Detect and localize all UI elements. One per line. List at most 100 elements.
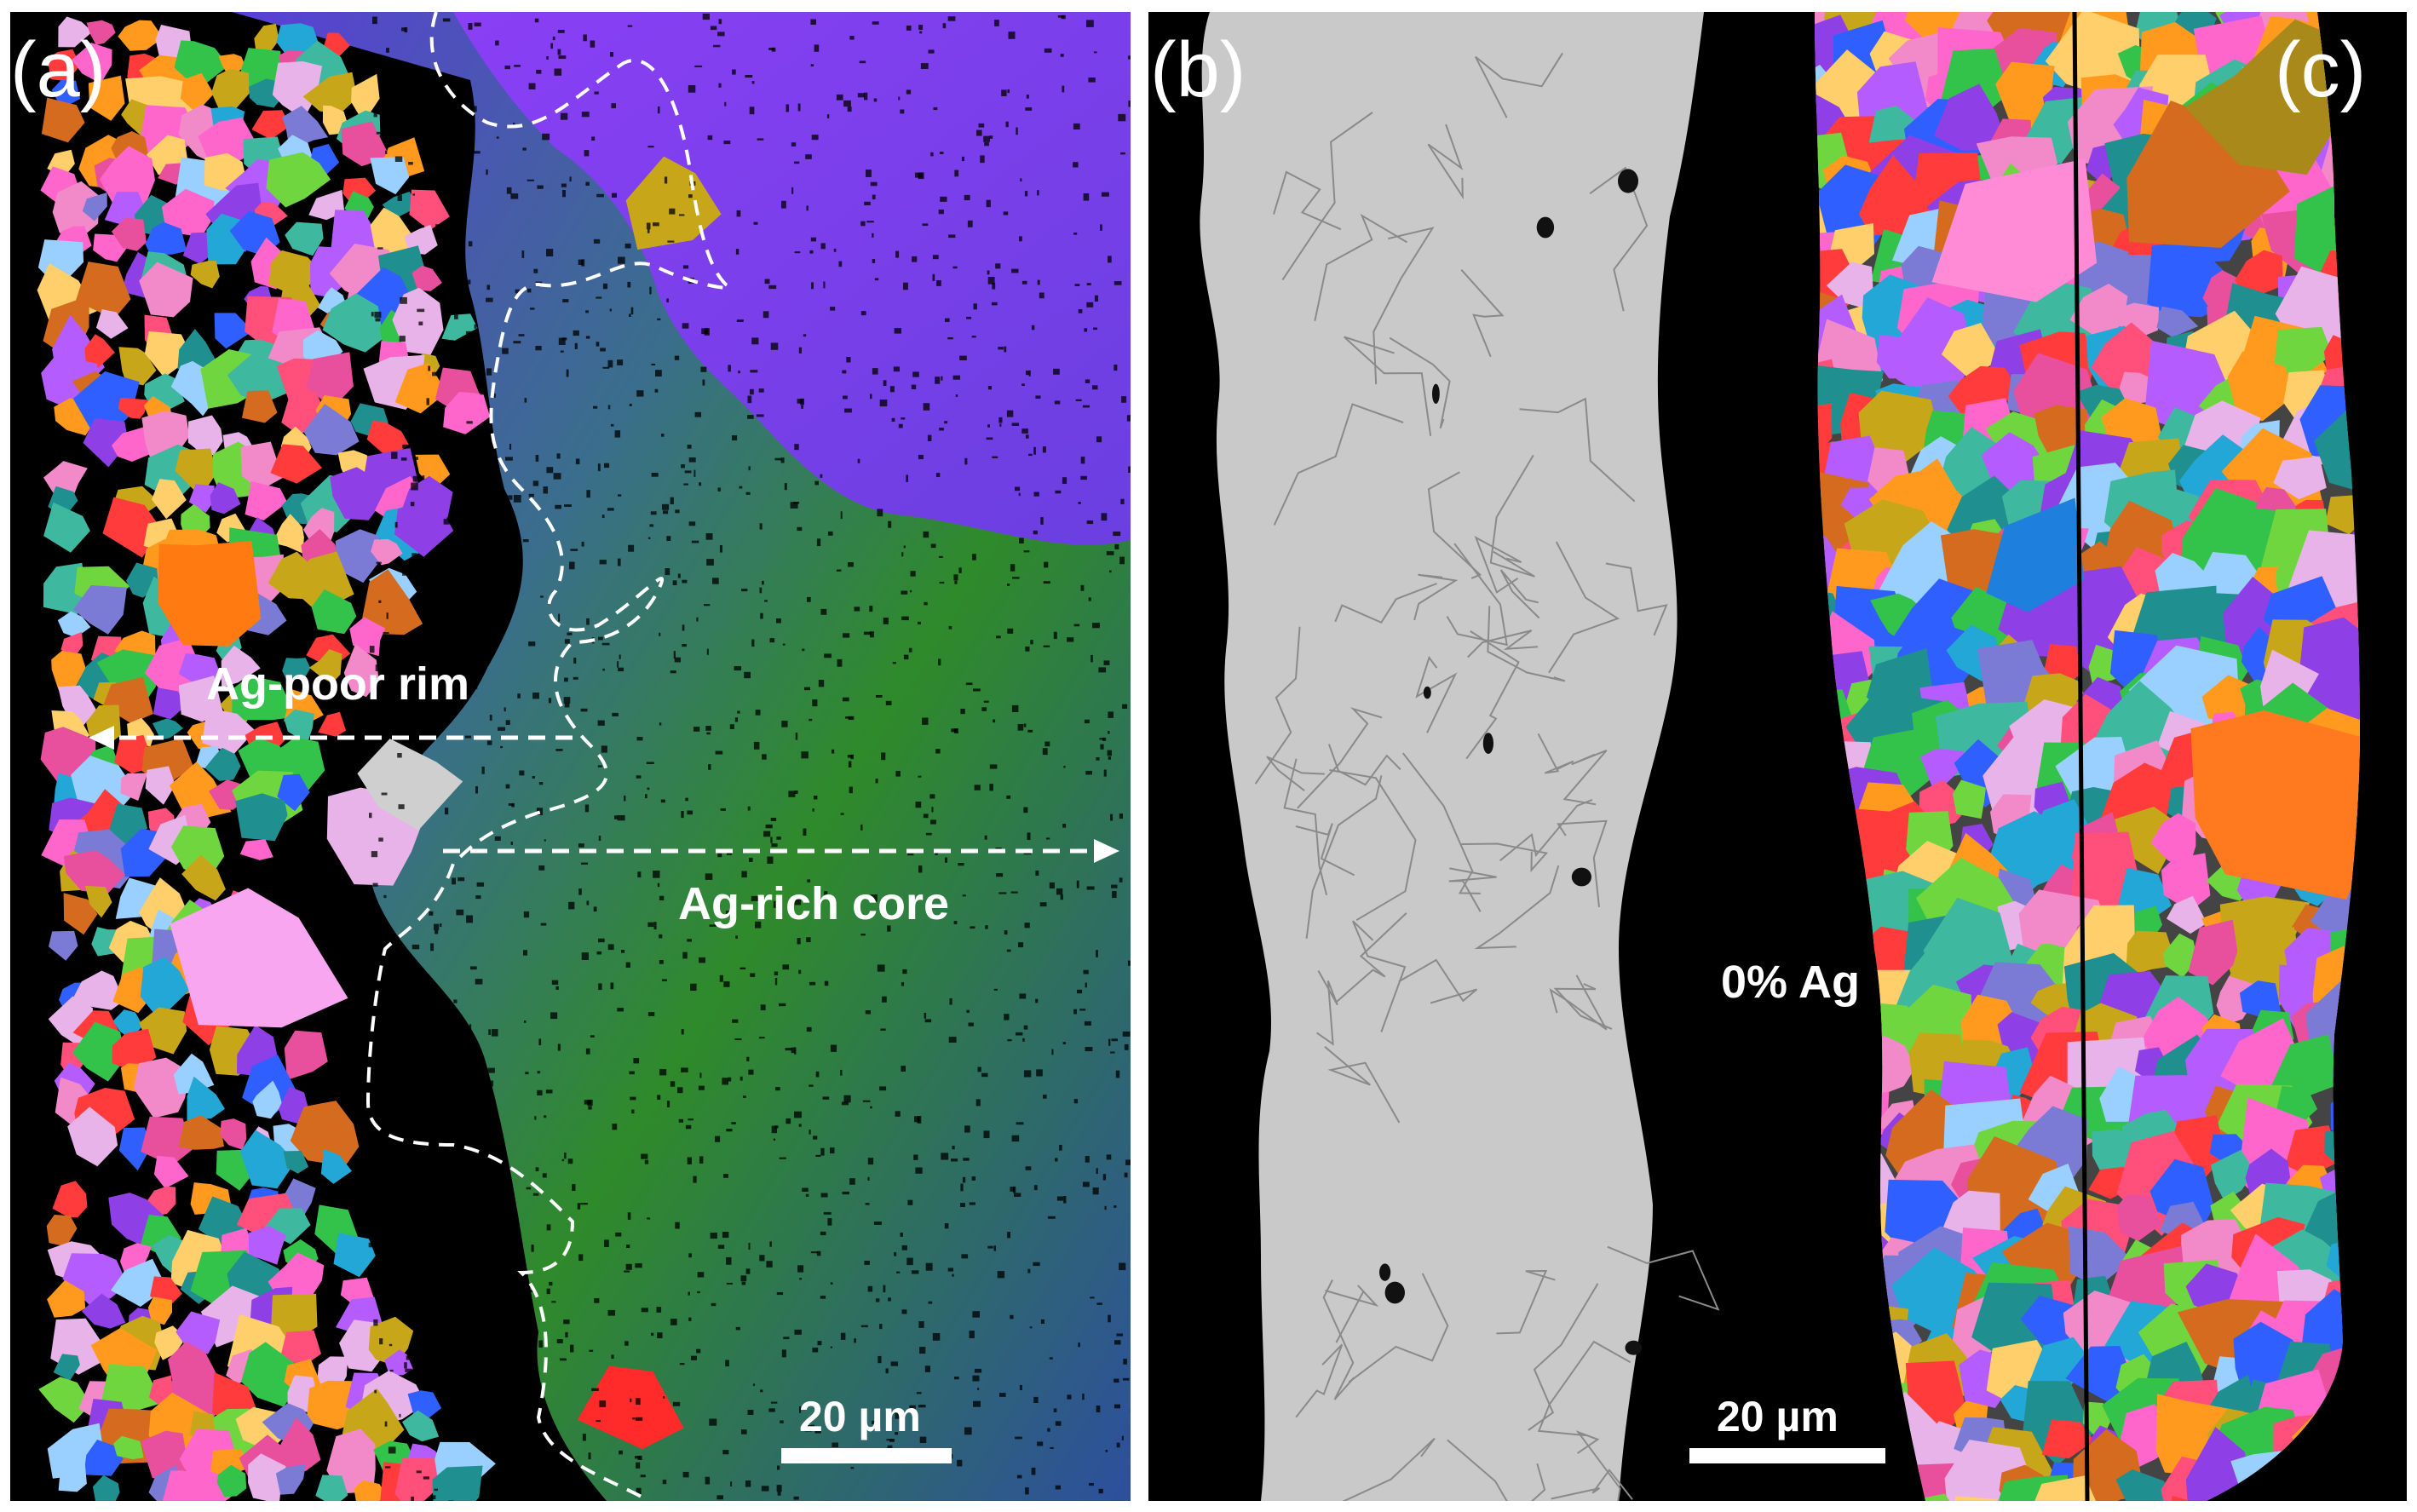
- speckle-dot: [598, 836, 601, 841]
- speckle-dot: [567, 632, 573, 635]
- speckle-dot: [802, 648, 805, 652]
- speckle-dot: [718, 83, 722, 88]
- speckle-dot: [739, 1076, 743, 1081]
- speckle-dot: [408, 162, 413, 165]
- speckle-dot: [372, 16, 377, 25]
- speckle-dot: [830, 307, 836, 311]
- speckle-dot: [570, 1344, 574, 1353]
- speckle-dot: [493, 1369, 500, 1372]
- speckle-dot: [741, 1281, 746, 1285]
- speckle-dot: [374, 311, 382, 318]
- rim-grain: [366, 420, 410, 455]
- speckle-dot: [814, 1430, 821, 1434]
- speckle-dot: [656, 1307, 662, 1313]
- speckle-dot: [872, 194, 876, 200]
- speckle-dot: [1055, 1485, 1061, 1490]
- speckle-dot: [588, 1106, 592, 1110]
- speckle-dot: [561, 1158, 564, 1162]
- speckle-dot: [782, 643, 786, 646]
- speckle-dot: [645, 794, 647, 799]
- speckle-dot: [640, 1475, 646, 1478]
- speckle-dot: [849, 36, 855, 40]
- speckle-dot: [1007, 628, 1014, 634]
- speckle-dot: [688, 1118, 693, 1121]
- speckle-dot: [1114, 1340, 1121, 1345]
- speckle-dot: [953, 728, 958, 733]
- speckle-dot: [974, 785, 981, 790]
- rim-grain: [210, 1448, 252, 1477]
- speckle-dot: [541, 1442, 549, 1451]
- speckle-dot: [394, 156, 403, 162]
- speckle-dot: [657, 106, 660, 114]
- speckle-dot: [1119, 877, 1123, 882]
- ag-rich-core-label: Ag-rich core: [678, 878, 950, 929]
- speckle-dot: [987, 277, 995, 285]
- speckle-dot: [423, 699, 430, 706]
- speckle-dot: [491, 1029, 498, 1037]
- large-grain: [158, 540, 262, 647]
- speckle-dot: [564, 703, 570, 708]
- speckle-dot: [991, 302, 998, 306]
- speckle-dot: [578, 259, 584, 265]
- speckle-dot: [781, 200, 786, 209]
- speckle-dot: [564, 1153, 567, 1159]
- speckle-dot: [735, 249, 739, 255]
- speckle-dot: [1085, 1156, 1090, 1163]
- panel-c-grain: [2298, 661, 2360, 741]
- speckle-dot: [885, 1368, 889, 1374]
- speckle-dot: [860, 1325, 868, 1328]
- speckle-dot: [475, 529, 481, 533]
- speckle-dot: [997, 1271, 1005, 1279]
- speckle-dot: [481, 1112, 490, 1118]
- speckle-dot: [450, 608, 453, 611]
- rim-grain: [308, 649, 342, 684]
- speckle-dot: [820, 474, 823, 478]
- rim-grain: [248, 1453, 286, 1501]
- speckle-dot: [1049, 882, 1055, 888]
- speckle-dot: [1122, 704, 1128, 709]
- speckle-dot: [469, 1345, 475, 1348]
- rim-grain: [394, 494, 454, 557]
- speckle-dot: [784, 483, 787, 491]
- speckle-dot: [953, 574, 958, 581]
- speckle-dot: [900, 109, 905, 114]
- speckle-dot: [1050, 1446, 1054, 1449]
- speckle-dot: [480, 388, 486, 395]
- panel-c-large-grain: [2184, 19, 2348, 175]
- speckle-dot: [962, 894, 966, 897]
- speckle-dot: [872, 259, 876, 263]
- speckle-dot: [906, 1257, 913, 1266]
- speckle-dot: [582, 1434, 586, 1441]
- rim-grain: [162, 1470, 233, 1501]
- speckle-dot: [479, 1158, 486, 1164]
- speckle-dot: [809, 718, 813, 722]
- speckle-dot: [593, 906, 597, 912]
- speckle-dot: [987, 386, 992, 390]
- speckle-dot: [376, 561, 382, 564]
- grain-boundary-line: [1329, 769, 1417, 922]
- speckle-dot: [486, 740, 492, 745]
- speckle-dot: [537, 1071, 541, 1074]
- speckle-dot: [555, 504, 561, 509]
- speckle-dot: [688, 521, 696, 526]
- panel-a-ebsd-map: (a) Ag-poor rim Ag-rich core 20 µm: [10, 12, 1131, 1501]
- speckle-dot: [729, 724, 734, 729]
- speckle-dot: [1062, 85, 1065, 93]
- speckle-dot: [718, 19, 722, 25]
- speckle-dot: [1100, 744, 1104, 750]
- speckle-dot: [1108, 1038, 1111, 1046]
- speckle-dot: [873, 98, 878, 102]
- speckle-dot: [805, 154, 812, 159]
- speckle-dot: [627, 25, 633, 27]
- speckle-dot: [673, 651, 676, 659]
- speckle-dot: [432, 1495, 436, 1499]
- speckle-dot: [776, 1485, 782, 1492]
- speckle-dot: [486, 297, 493, 302]
- panel-c-grain: [2065, 1346, 2135, 1407]
- panel-c-grain: [1826, 262, 1873, 308]
- speckle-dot: [738, 371, 740, 374]
- speckle-dot: [475, 1158, 479, 1164]
- speckle-dot: [806, 1026, 812, 1032]
- speckle-dot: [614, 815, 618, 819]
- speckle-dot: [712, 578, 719, 584]
